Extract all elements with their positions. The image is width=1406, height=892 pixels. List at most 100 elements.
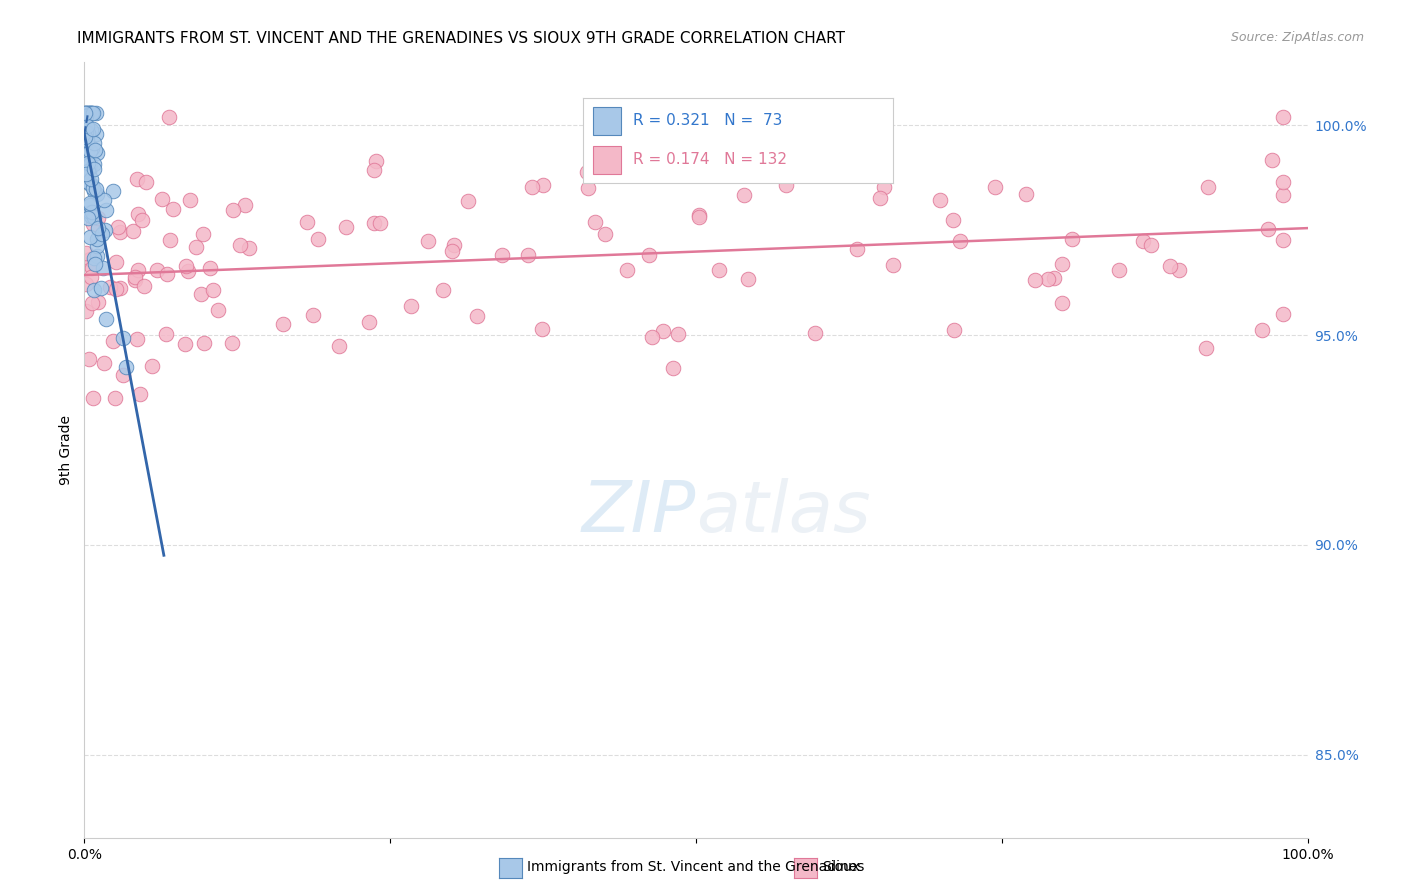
Point bbox=[111, 331, 134, 345]
Point bbox=[87, 221, 110, 235]
Point bbox=[929, 193, 952, 207]
Point bbox=[76, 105, 98, 120]
Point bbox=[79, 156, 101, 170]
Point bbox=[77, 158, 100, 172]
Point bbox=[86, 187, 108, 202]
Point bbox=[135, 175, 157, 189]
Y-axis label: 9th Grade: 9th Grade bbox=[59, 416, 73, 485]
Point bbox=[191, 227, 214, 241]
Point bbox=[77, 165, 100, 179]
Text: Immigrants from St. Vincent and the Grenadines: Immigrants from St. Vincent and the Gren… bbox=[527, 860, 865, 874]
Point bbox=[77, 164, 100, 178]
Point bbox=[1062, 232, 1084, 246]
Point bbox=[531, 322, 554, 336]
Point bbox=[491, 248, 513, 262]
Point bbox=[595, 227, 617, 241]
Point bbox=[531, 178, 554, 192]
Point bbox=[77, 127, 100, 141]
Point bbox=[83, 251, 105, 265]
Point bbox=[520, 180, 543, 194]
Point bbox=[76, 120, 98, 134]
Point bbox=[583, 215, 606, 229]
Point bbox=[105, 282, 128, 296]
Point bbox=[1272, 187, 1295, 202]
Point bbox=[80, 171, 103, 186]
Point bbox=[93, 193, 115, 207]
Point bbox=[984, 179, 1007, 194]
Point bbox=[640, 329, 662, 343]
Point bbox=[93, 356, 115, 370]
Point bbox=[79, 258, 101, 272]
Point bbox=[98, 280, 121, 294]
Point bbox=[96, 203, 118, 218]
Point bbox=[76, 145, 98, 160]
Point bbox=[104, 391, 127, 405]
Point bbox=[84, 105, 107, 120]
Point bbox=[198, 261, 221, 276]
Point bbox=[79, 230, 101, 244]
Point bbox=[127, 263, 149, 277]
Point bbox=[467, 309, 489, 323]
Point bbox=[302, 308, 325, 322]
Point bbox=[1272, 110, 1295, 124]
Point bbox=[666, 326, 689, 341]
Point bbox=[75, 277, 97, 292]
Point bbox=[174, 336, 197, 351]
Point bbox=[83, 136, 105, 150]
Point bbox=[661, 361, 683, 376]
Point bbox=[1195, 341, 1218, 355]
Point bbox=[1139, 237, 1161, 252]
Point bbox=[943, 323, 966, 337]
Point bbox=[949, 235, 972, 249]
Point bbox=[176, 259, 198, 273]
Point bbox=[83, 184, 105, 198]
Point bbox=[849, 158, 872, 172]
Point bbox=[221, 336, 243, 351]
Point bbox=[80, 295, 103, 310]
Point bbox=[86, 249, 108, 263]
Point bbox=[82, 260, 104, 275]
Point bbox=[804, 326, 827, 340]
Point bbox=[79, 198, 101, 212]
Point bbox=[190, 287, 212, 301]
Point bbox=[79, 352, 101, 367]
Text: R = 0.321   N =  73: R = 0.321 N = 73 bbox=[633, 113, 782, 128]
Point bbox=[76, 133, 98, 147]
Point bbox=[127, 332, 149, 346]
Point bbox=[79, 252, 101, 266]
Point bbox=[79, 144, 101, 158]
Point bbox=[418, 234, 440, 248]
Point bbox=[432, 283, 454, 297]
Point bbox=[616, 263, 638, 277]
Point bbox=[207, 303, 229, 318]
Point bbox=[150, 192, 173, 206]
Point bbox=[179, 193, 201, 207]
Point bbox=[1050, 296, 1073, 310]
Point bbox=[77, 211, 100, 226]
Point bbox=[82, 105, 104, 120]
Point bbox=[87, 295, 110, 310]
Point bbox=[399, 299, 422, 313]
Text: Sioux: Sioux bbox=[823, 860, 860, 874]
FancyBboxPatch shape bbox=[593, 107, 620, 135]
Point bbox=[75, 130, 97, 145]
Point bbox=[1272, 307, 1295, 321]
Point bbox=[1042, 271, 1064, 285]
Point bbox=[90, 281, 112, 295]
Point bbox=[80, 105, 103, 120]
Point bbox=[228, 238, 250, 252]
Point bbox=[222, 203, 245, 218]
Point bbox=[75, 303, 97, 318]
Point bbox=[84, 143, 107, 157]
Text: atlas: atlas bbox=[696, 478, 870, 547]
Point bbox=[1108, 262, 1130, 277]
Point bbox=[159, 234, 181, 248]
Point bbox=[638, 248, 661, 262]
Point bbox=[82, 391, 104, 405]
Point bbox=[80, 141, 103, 155]
Point bbox=[157, 110, 180, 124]
Point bbox=[86, 239, 108, 253]
Point bbox=[127, 207, 149, 221]
Point bbox=[443, 237, 465, 252]
Point bbox=[94, 312, 117, 326]
